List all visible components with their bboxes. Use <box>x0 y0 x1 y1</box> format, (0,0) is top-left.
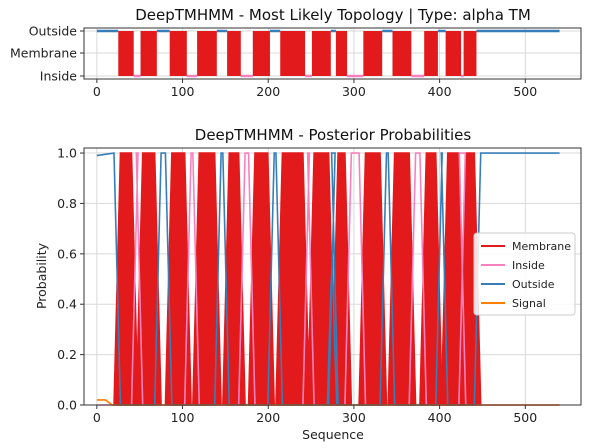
posterior-title: DeepTMHMM - Posterior Probabilities <box>195 126 472 144</box>
posterior-x-tick-label: 500 <box>513 410 537 425</box>
posterior-x-tick-label: 0 <box>93 410 101 425</box>
topology-x-tick-label: 400 <box>428 84 452 99</box>
topology-membrane-segment <box>252 31 270 76</box>
posterior-x-tick-label: 400 <box>428 410 452 425</box>
topology-membrane-segment <box>280 31 306 76</box>
topology-membrane-segment <box>392 31 412 76</box>
legend-label-signal: Signal <box>512 297 546 310</box>
posterior-x-tick-label: 200 <box>256 410 280 425</box>
topology-title: DeepTMHMM - Most Likely Topology | Type:… <box>135 6 531 24</box>
topology-x-tick-label: 300 <box>342 84 366 99</box>
topology-x-tick-label: 100 <box>171 84 195 99</box>
posterior-y-tick-label: 1.0 <box>57 146 77 161</box>
posterior-x-tick-label: 300 <box>342 410 366 425</box>
topology-membrane-segment <box>445 31 462 76</box>
topology-membrane-segment <box>363 31 383 76</box>
posterior-y-tick-label: 0.0 <box>57 398 77 413</box>
topology-x-tick-label: 500 <box>513 84 537 99</box>
posterior-y-ticks: 0.0 0.2 0.4 0.6 0.8 1.0 <box>57 146 84 413</box>
posterior-x-tick-label: 100 <box>171 410 195 425</box>
topology-membrane-segment <box>227 31 241 76</box>
posterior-chart: DeepTMHMM - Posterior Probabilities 0.00… <box>34 126 582 442</box>
topology-chart: DeepTMHMM - Most Likely Topology | Type:… <box>10 6 582 99</box>
posterior-legend: Membrane Inside Outside Signal <box>473 232 576 316</box>
legend-items: Membrane Inside Outside Signal <box>481 240 571 310</box>
topology-y-tick-label: Outside <box>29 24 78 39</box>
topology-membrane-segment <box>140 31 157 76</box>
posterior-y-tick-label: 0.8 <box>57 196 77 211</box>
topology-x-ticks: 0 100 200 300 400 500 <box>93 79 537 99</box>
posterior-y-tick-label: 0.4 <box>57 297 77 312</box>
posterior-x-axis-label: Sequence <box>302 427 364 442</box>
topology-y-tick-label: Membrane <box>10 46 77 61</box>
topology-membrane-segment <box>463 31 477 76</box>
legend-box <box>473 232 576 316</box>
legend-label-inside: Inside <box>512 259 545 272</box>
topology-y-tick-label: Inside <box>40 69 78 84</box>
posterior-y-tick-label: 0.6 <box>57 246 77 261</box>
posterior-axes-frame <box>83 147 582 406</box>
topology-y-ticks: Outside Membrane Inside <box>10 24 84 84</box>
posterior-membrane-peak <box>387 152 417 406</box>
posterior-y-axis-label: Probability <box>34 242 49 309</box>
topology-membrane-segment <box>311 31 331 76</box>
legend-label-membrane: Membrane <box>512 240 571 253</box>
legend-label-outside: Outside <box>512 278 555 291</box>
posterior-marks <box>96 152 560 406</box>
posterior-y-tick-label: 0.2 <box>57 347 77 362</box>
posterior-outside-spike <box>326 258 338 406</box>
topology-membrane-segment <box>169 31 187 76</box>
posterior-membrane-peak <box>358 152 388 406</box>
topology-membrane-segment <box>335 31 348 76</box>
topology-x-tick-label: 0 <box>93 84 101 99</box>
posterior-membrane-peak <box>192 152 222 406</box>
topology-membrane-segment <box>424 31 438 76</box>
posterior-x-ticks: 0 100 200 300 400 500 <box>93 405 537 425</box>
topology-x-tick-label: 200 <box>256 84 280 99</box>
topology-grid <box>84 28 581 79</box>
topology-marks <box>96 29 560 78</box>
topology-membrane-segment <box>118 31 134 76</box>
topology-membrane-segment <box>197 31 217 76</box>
